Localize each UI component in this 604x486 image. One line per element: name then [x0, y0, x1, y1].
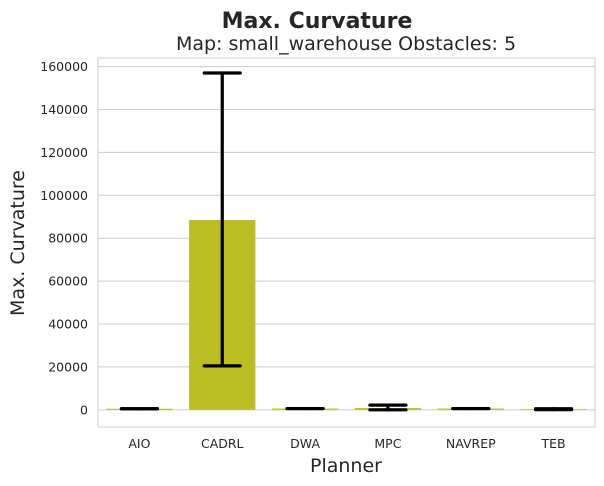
- y-tick-label: 20000: [48, 359, 88, 374]
- error-bar-mpc: [368, 403, 408, 412]
- y-tick-label: 0: [80, 402, 88, 417]
- x-tick-label: DWA: [290, 436, 320, 451]
- x-tick-label: CADRL: [201, 436, 244, 451]
- plot-frame: [97, 57, 596, 428]
- y-tick-label: 80000: [48, 231, 88, 246]
- grid-lines: [98, 66, 595, 411]
- x-tick-label: TEB: [541, 436, 566, 451]
- chart-subtitle: Map: small_warehouse Obstacles: 5: [176, 33, 516, 55]
- chart-title: Max. Curvature: [222, 9, 413, 34]
- error-bars: [119, 71, 574, 412]
- x-axis-ticks: AIO CADRL DWA MPC NAVREP TEB: [128, 436, 565, 451]
- y-tick-label: 40000: [48, 317, 88, 332]
- y-tick-label: 160000: [40, 59, 88, 74]
- y-tick-label: 120000: [40, 145, 88, 160]
- y-axis-label: Max. Curvature: [7, 170, 29, 316]
- y-tick-label: 60000: [48, 274, 88, 289]
- error-bar-cadrl: [202, 71, 242, 368]
- bars: [106, 219, 587, 410]
- x-tick-label: MPC: [374, 436, 401, 451]
- y-axis-ticks: 0 20000 40000 60000 80000 100000 120000 140000 1…: [40, 59, 88, 417]
- x-tick-label: AIO: [128, 436, 150, 451]
- error-bar-teb: [533, 407, 574, 412]
- y-tick-label: 140000: [40, 102, 88, 117]
- x-axis-label: Planner: [310, 455, 382, 477]
- x-tick-label: NAVREP: [446, 436, 496, 451]
- y-tick-label: 100000: [40, 188, 88, 203]
